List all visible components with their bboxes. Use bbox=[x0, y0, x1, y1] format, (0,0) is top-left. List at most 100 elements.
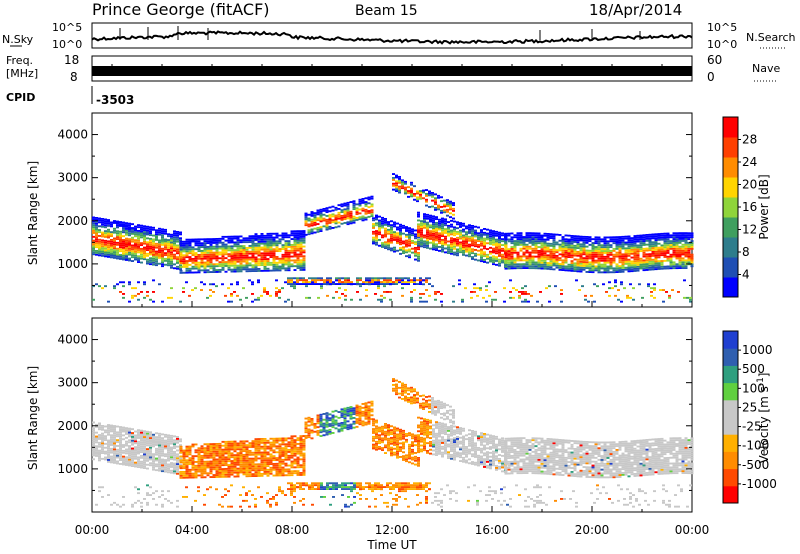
heat-cell bbox=[293, 283, 296, 285]
heat-cell bbox=[492, 257, 495, 260]
heat-cell bbox=[254, 268, 258, 270]
heat-cell bbox=[251, 300, 254, 303]
heat-cell bbox=[224, 243, 228, 246]
heat-cell bbox=[239, 253, 243, 255]
heat-cell bbox=[263, 441, 267, 444]
heat-cell bbox=[588, 240, 592, 242]
heat-cell bbox=[170, 233, 173, 236]
heat-cell bbox=[101, 241, 104, 244]
heat-cell bbox=[275, 466, 279, 469]
heat-cell bbox=[173, 462, 176, 465]
heat-cell bbox=[194, 474, 198, 477]
heat-cell bbox=[624, 257, 628, 259]
heat-cell bbox=[131, 461, 134, 464]
heat-cell bbox=[281, 263, 285, 266]
heat-cell bbox=[200, 449, 204, 452]
heat-cell bbox=[203, 248, 207, 250]
heat-cell bbox=[534, 255, 538, 258]
heat-cell bbox=[119, 441, 122, 444]
heat-cell bbox=[372, 230, 375, 233]
heat-cell bbox=[428, 283, 431, 285]
heat-cell bbox=[642, 265, 646, 268]
heat-cell bbox=[338, 287, 341, 290]
heat-cell bbox=[534, 240, 538, 243]
heat-cell bbox=[137, 458, 140, 461]
heat-cell bbox=[540, 242, 544, 245]
heat-cell bbox=[432, 219, 435, 222]
heat-cell bbox=[173, 246, 176, 248]
heat-cell bbox=[254, 446, 258, 448]
heat-cell bbox=[590, 294, 593, 297]
heat-cell bbox=[206, 472, 210, 475]
heat-cell bbox=[236, 473, 240, 476]
heat-cell bbox=[257, 258, 261, 261]
heat-cell bbox=[585, 257, 589, 260]
heat-cell bbox=[561, 259, 565, 262]
heat-cell bbox=[671, 289, 674, 291]
heat-cell bbox=[143, 467, 146, 469]
heat-cell bbox=[687, 257, 691, 260]
heat-cell bbox=[257, 465, 261, 468]
heat-cell bbox=[113, 229, 116, 232]
heat-cell bbox=[206, 238, 210, 241]
heat-cell bbox=[525, 263, 529, 266]
heat-cell bbox=[630, 243, 634, 245]
heat-cell bbox=[501, 244, 504, 246]
heat-cell bbox=[546, 262, 550, 264]
heat-cell bbox=[176, 467, 179, 469]
heat-cell bbox=[630, 262, 634, 265]
heat-cell bbox=[627, 260, 631, 263]
heat-cell bbox=[161, 230, 164, 233]
heat-cell bbox=[663, 250, 667, 253]
heat-cell bbox=[275, 234, 279, 237]
heat-cell bbox=[203, 451, 207, 453]
heat-cell bbox=[392, 281, 395, 283]
heat-cell bbox=[450, 233, 453, 236]
heat-cell bbox=[209, 265, 213, 268]
heat-cell bbox=[128, 222, 131, 225]
heat-cell bbox=[313, 214, 317, 217]
heat-cell bbox=[302, 464, 306, 467]
heat-cell bbox=[384, 247, 387, 249]
heat-cell bbox=[176, 453, 179, 456]
heat-cell bbox=[92, 251, 95, 254]
heat-cell bbox=[627, 262, 631, 265]
heat-cell bbox=[119, 449, 122, 452]
heat-cell bbox=[296, 267, 300, 269]
heat-cell bbox=[546, 236, 550, 239]
heat-cell bbox=[98, 445, 101, 448]
heat-cell bbox=[95, 217, 98, 219]
heat-cell bbox=[410, 291, 413, 293]
heat-cell bbox=[140, 234, 143, 237]
heat-cell bbox=[375, 224, 378, 227]
heat-cell bbox=[290, 265, 294, 268]
heat-cell bbox=[381, 236, 384, 239]
heat-cell bbox=[194, 466, 198, 469]
heat-cell bbox=[310, 228, 314, 231]
heat-cell bbox=[161, 232, 164, 235]
heat-cell bbox=[588, 263, 592, 266]
heat-cell bbox=[513, 263, 517, 266]
heat-cell bbox=[113, 253, 116, 255]
heat-cell bbox=[384, 229, 387, 232]
heat-cell bbox=[390, 239, 393, 242]
heat-cell bbox=[669, 247, 673, 250]
heat-cell bbox=[594, 269, 598, 272]
heat-cell bbox=[299, 452, 303, 455]
heat-cell bbox=[540, 236, 544, 239]
heat-cell bbox=[188, 453, 192, 456]
heat-cell bbox=[140, 431, 143, 434]
heat-cell bbox=[684, 265, 688, 268]
heat-cell bbox=[281, 449, 285, 452]
heat-cell bbox=[203, 449, 207, 451]
heat-cell bbox=[143, 445, 146, 448]
heat-cell bbox=[116, 450, 119, 453]
heat-cell bbox=[393, 225, 396, 228]
heat-cell bbox=[278, 439, 282, 442]
heat-cell bbox=[570, 236, 574, 239]
heat-cell bbox=[319, 208, 323, 211]
heat-cell bbox=[215, 458, 219, 461]
heat-cell bbox=[549, 256, 553, 259]
heat-cell bbox=[359, 283, 362, 285]
heat-cell bbox=[149, 450, 152, 453]
